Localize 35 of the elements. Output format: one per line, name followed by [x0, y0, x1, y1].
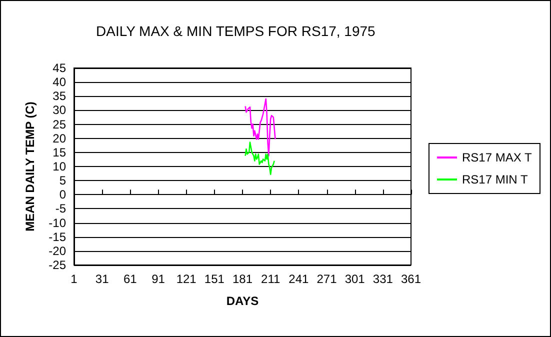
y-tick-label: 15 — [52, 145, 66, 160]
y-tick-label: 35 — [52, 89, 66, 104]
x-axis-title: DAYS — [226, 294, 259, 308]
x-tick-label: 181 — [232, 272, 253, 286]
x-tick-label: 211 — [261, 272, 280, 286]
x-tick-label: 301 — [344, 272, 366, 286]
y-tick-label: -15 — [48, 230, 66, 244]
x-tick-label: 271 — [316, 272, 338, 286]
x-tick-label: 151 — [204, 272, 225, 286]
x-tick-label: 121 — [176, 272, 197, 286]
line-series — [244, 98, 276, 156]
y-tick-label: 45 — [52, 61, 66, 75]
y-tick-label: -10 — [48, 216, 66, 230]
y-tick-label: 10 — [52, 160, 66, 174]
y-axis-title: MEAN DAILY TEMP (C) — [23, 102, 37, 232]
x-tick-label: 31 — [95, 272, 110, 286]
y-tick-label: 5 — [59, 174, 66, 188]
line-series — [244, 142, 275, 176]
x-tick-label: 331 — [372, 272, 394, 286]
chart-title: DAILY MAX & MIN TEMPS FOR RS17, 1975 — [96, 23, 376, 39]
y-tick-label: -5 — [55, 202, 66, 216]
y-tick-label: 30 — [52, 103, 66, 118]
y-tick-label: -25 — [48, 258, 66, 272]
legend-label: RS17 MAX T — [462, 150, 532, 164]
x-tick-label: 1 — [70, 272, 78, 286]
y-tick-label: 25 — [52, 117, 66, 132]
x-tick-label: 91 — [152, 272, 166, 286]
y-tick-label: -20 — [48, 244, 66, 258]
legend-label: RS17 MIN T — [462, 172, 528, 186]
x-tick-label: 361 — [400, 272, 422, 286]
y-tick-label: 40 — [52, 75, 66, 90]
y-tick-label: 20 — [52, 131, 66, 146]
y-tick-label: 0 — [59, 188, 66, 202]
x-tick-label: 61 — [123, 272, 138, 286]
x-tick-label: 241 — [288, 272, 309, 286]
